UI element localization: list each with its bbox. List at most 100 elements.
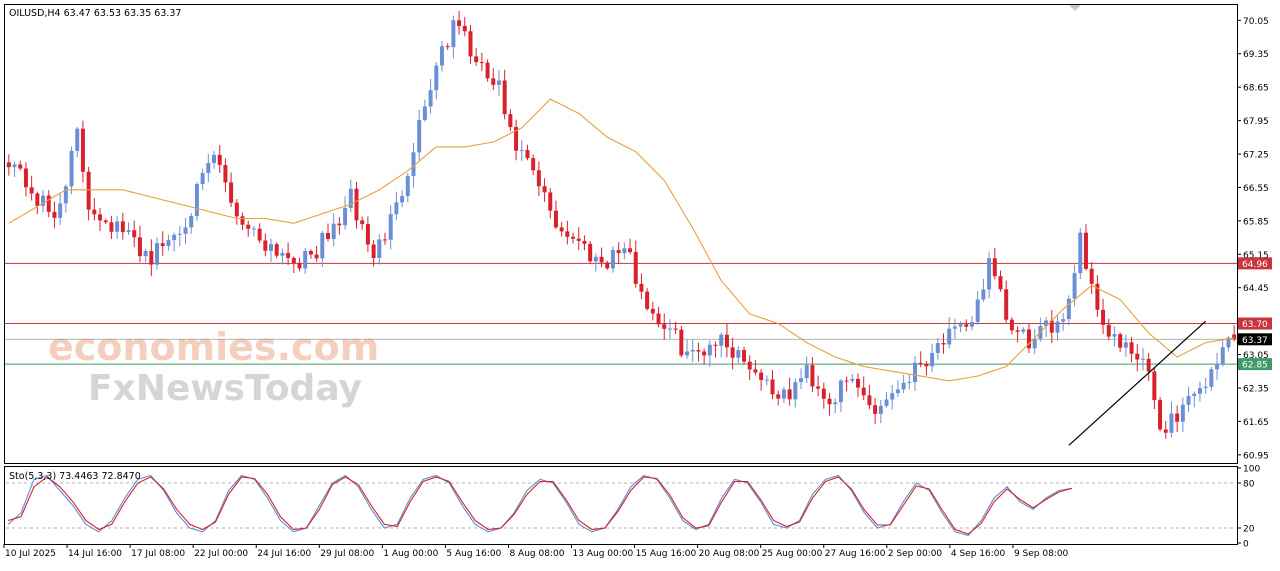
candle-bear [542,186,547,193]
candle-bear [1095,283,1100,310]
candle-bull [1061,319,1066,322]
candle-bear [240,216,245,225]
candle-bull [736,350,741,358]
watermark-economies: economies.com [48,325,379,369]
candle-bear [724,334,729,348]
time-tick-label: 27 Aug 16:00 [825,549,886,559]
candle-bear [565,231,570,237]
candle-bear [747,361,752,370]
candle-bear [816,386,821,389]
candle-bull [417,120,422,153]
candle-bear [1106,324,1111,337]
candle-bull [1112,334,1117,337]
candle-bear [536,170,541,187]
candle-bear [508,114,513,128]
candle-bear [553,210,558,228]
candle-bull [428,90,433,107]
stochastic-tick-label: 100 [1243,465,1260,475]
ascending-trendline[interactable] [1068,320,1207,446]
candle-bear [1009,319,1014,331]
candle-bear [656,313,661,325]
candle-bull [405,176,410,197]
candle-bear [770,379,775,395]
candle-bear [776,394,781,399]
candle-bull [251,228,256,230]
candle-bear [52,211,57,218]
candle-bear [998,276,1003,290]
candle-bull [519,150,524,152]
candle-bear [1135,353,1140,360]
candle-bull [890,393,895,400]
candle-bear [679,329,684,356]
candle-bull [878,405,883,414]
candle-bear [502,80,507,115]
time-tick-label: 17 Jul 08:00 [131,549,185,559]
candle-bull [200,172,205,185]
candle-bear [645,291,650,309]
candle-bear [1026,329,1031,349]
candle-bull [799,378,804,383]
candle-bear [462,25,467,32]
stochastic-main-line [7,474,1073,537]
candle-bear [1049,320,1054,333]
price-tick-label: 63.05 [1243,351,1269,361]
candle-bear [576,238,581,241]
candle-bear [6,162,11,168]
candle-bear [354,188,359,221]
current-price-label-bg [1238,333,1272,346]
candle-bear [639,283,644,292]
candle-bull [593,256,598,262]
price-tick-label: 62.35 [1243,384,1269,394]
candle-bull [143,251,148,257]
candle-bear [559,227,564,232]
candle-bull [12,164,17,168]
candle-bull [781,389,786,399]
candle-bear [992,258,997,277]
candle-bear [787,389,792,400]
candle-bear [229,182,234,203]
time-tick-label: 25 Aug 00:00 [762,549,823,559]
candle-bear [1083,232,1088,269]
price-tick-label: 64.45 [1243,284,1269,294]
candle-bull [838,380,843,403]
candle-bear [861,387,866,396]
time-tick-label: 13 Aug 00:00 [573,549,634,559]
main-panel[interactable] [4,4,1238,464]
candle-bear [1175,413,1180,422]
candle-bear [867,395,872,406]
candle-bear [873,405,878,414]
support-label: 62.85 [1242,361,1268,371]
candle-bear [713,344,718,346]
candle-bear [1232,334,1237,340]
candle-bear [633,252,638,284]
candle-bear [588,243,593,262]
candle-bull [1220,347,1225,364]
candle-bear [571,236,576,239]
moving-average-line [8,98,1235,382]
candle-bear [1118,334,1123,348]
time-tick-label: 8 Aug 08:00 [509,549,564,559]
candle-bull [348,188,353,208]
candle-bear [132,230,137,238]
candle-bull [1197,387,1202,394]
candle-bull [1226,337,1231,348]
candle-bull [901,382,906,390]
time-tick-label: 22 Jul 00:00 [194,549,248,559]
candle-bear [491,78,496,85]
candle-bull [1169,413,1174,433]
candle-bull [622,248,627,254]
candle-bear [297,263,302,269]
price-tick-label: 61.65 [1243,418,1269,428]
candle-bear [257,228,262,241]
resistance-2-label-bg [1238,317,1272,330]
candle-bull [377,239,382,258]
candle-bear [234,202,239,217]
candle-bull [126,230,131,233]
chart-shift-marker[interactable] [1069,5,1081,11]
stochastic-axis: 100 80 20 0 [1237,465,1260,550]
candle-bear [605,262,610,269]
candle-bear [548,192,553,211]
candle-bear [35,193,40,206]
